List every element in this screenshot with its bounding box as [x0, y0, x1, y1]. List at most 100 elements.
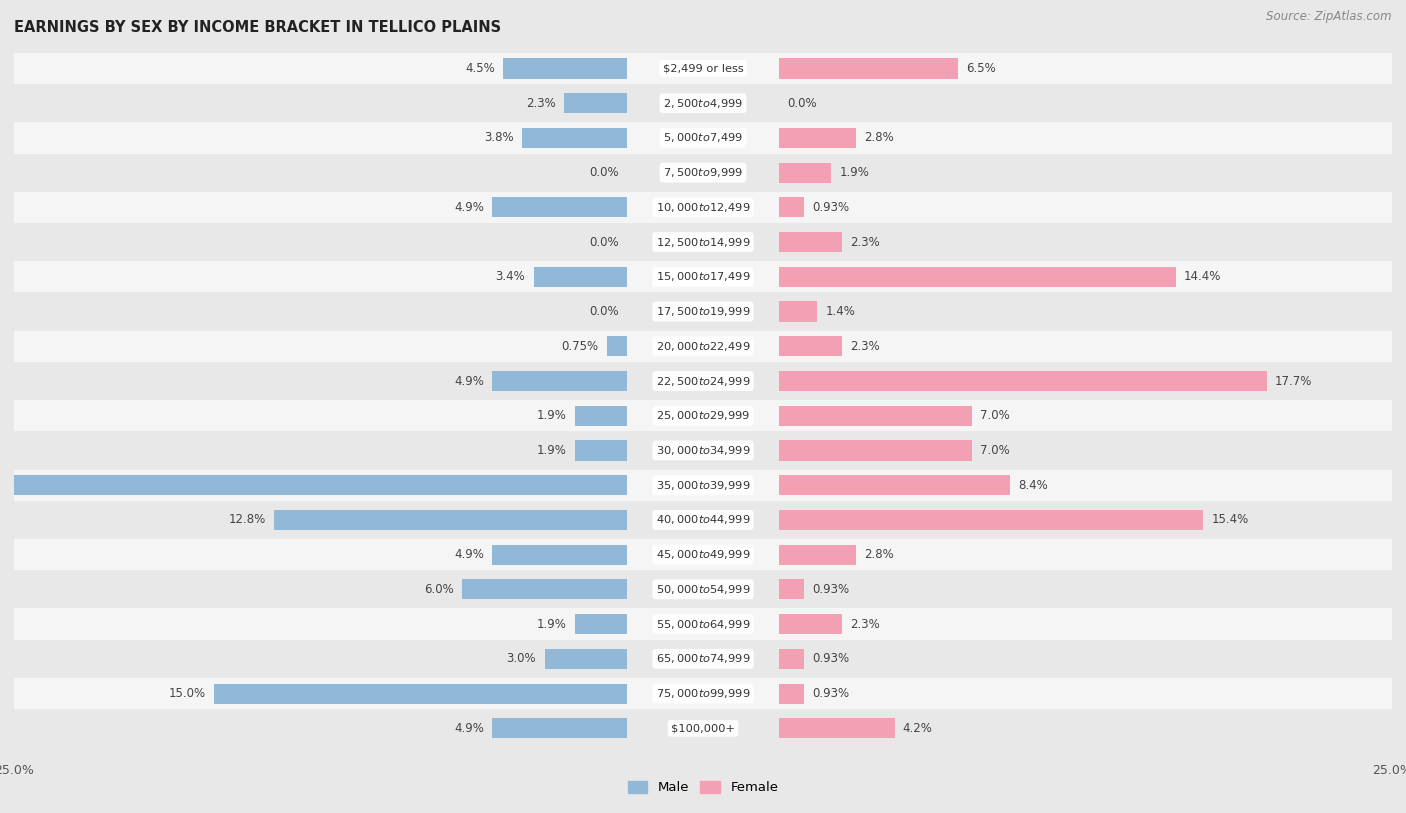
Bar [779, 267, 1175, 287]
Bar [14, 331, 1392, 362]
Text: $2,500 to $4,999: $2,500 to $4,999 [664, 97, 742, 110]
Text: 14.4%: 14.4% [1184, 270, 1222, 283]
Bar [779, 614, 842, 634]
Bar [14, 574, 1392, 605]
Text: 2.3%: 2.3% [851, 236, 880, 249]
Text: $55,000 to $64,999: $55,000 to $64,999 [655, 618, 751, 631]
Bar [14, 122, 1392, 154]
Legend: Male, Female: Male, Female [623, 776, 783, 799]
Bar [492, 545, 627, 565]
Bar [779, 684, 804, 703]
Text: 6.0%: 6.0% [423, 583, 454, 596]
Text: $20,000 to $22,499: $20,000 to $22,499 [655, 340, 751, 353]
Bar [14, 678, 1392, 709]
Text: 0.93%: 0.93% [813, 583, 849, 596]
Text: 4.9%: 4.9% [454, 722, 484, 735]
Text: 3.8%: 3.8% [485, 132, 515, 145]
Bar [779, 59, 957, 79]
Text: 1.9%: 1.9% [537, 409, 567, 422]
Bar [14, 435, 1392, 466]
Text: 0.0%: 0.0% [589, 236, 619, 249]
Bar [575, 441, 627, 460]
Bar [14, 470, 1392, 501]
Text: $75,000 to $99,999: $75,000 to $99,999 [655, 687, 751, 700]
Bar [492, 198, 627, 217]
Bar [14, 400, 1392, 432]
Bar [14, 713, 1392, 744]
Text: 7.0%: 7.0% [980, 409, 1010, 422]
Bar [779, 198, 804, 217]
Bar [779, 128, 856, 148]
Bar [14, 643, 1392, 675]
Text: 1.9%: 1.9% [839, 166, 869, 179]
Bar [779, 232, 842, 252]
Bar [14, 296, 1392, 327]
Text: Source: ZipAtlas.com: Source: ZipAtlas.com [1267, 10, 1392, 23]
Bar [779, 441, 972, 460]
Text: $35,000 to $39,999: $35,000 to $39,999 [655, 479, 751, 492]
Text: 2.8%: 2.8% [865, 132, 894, 145]
Bar [779, 163, 831, 183]
Text: $100,000+: $100,000+ [671, 724, 735, 733]
Bar [14, 261, 1392, 293]
Text: 2.3%: 2.3% [851, 340, 880, 353]
Bar [214, 684, 627, 703]
Bar [0, 475, 627, 495]
Text: $30,000 to $34,999: $30,000 to $34,999 [655, 444, 751, 457]
Text: 6.5%: 6.5% [966, 62, 995, 75]
Bar [779, 580, 804, 599]
Bar [779, 649, 804, 669]
Text: $10,000 to $12,499: $10,000 to $12,499 [655, 201, 751, 214]
Bar [14, 192, 1392, 223]
Text: 0.93%: 0.93% [813, 687, 849, 700]
Bar [779, 406, 972, 426]
Bar [14, 88, 1392, 119]
Text: 8.4%: 8.4% [1018, 479, 1049, 492]
Text: 3.4%: 3.4% [495, 270, 526, 283]
Text: 2.3%: 2.3% [851, 618, 880, 631]
Bar [779, 337, 842, 356]
Text: 4.9%: 4.9% [454, 548, 484, 561]
Bar [14, 53, 1392, 84]
Text: EARNINGS BY SEX BY INCOME BRACKET IN TELLICO PLAINS: EARNINGS BY SEX BY INCOME BRACKET IN TEL… [14, 20, 501, 35]
Text: 15.4%: 15.4% [1212, 514, 1249, 527]
Text: 3.0%: 3.0% [506, 652, 536, 665]
Bar [274, 510, 627, 530]
Text: 0.75%: 0.75% [561, 340, 599, 353]
Text: 7.0%: 7.0% [980, 444, 1010, 457]
Text: 12.8%: 12.8% [229, 514, 266, 527]
Bar [779, 302, 817, 322]
Text: $50,000 to $54,999: $50,000 to $54,999 [655, 583, 751, 596]
Text: $17,500 to $19,999: $17,500 to $19,999 [655, 305, 751, 318]
Bar [575, 406, 627, 426]
Text: 15.0%: 15.0% [169, 687, 205, 700]
Text: $45,000 to $49,999: $45,000 to $49,999 [655, 548, 751, 561]
Text: $5,000 to $7,499: $5,000 to $7,499 [664, 132, 742, 145]
Bar [14, 608, 1392, 640]
Bar [779, 545, 856, 565]
Bar [779, 371, 1267, 391]
Bar [14, 157, 1392, 189]
Bar [14, 504, 1392, 536]
Text: 4.9%: 4.9% [454, 201, 484, 214]
Bar [544, 649, 627, 669]
Text: 4.9%: 4.9% [454, 375, 484, 388]
Bar [461, 580, 627, 599]
Text: 1.4%: 1.4% [825, 305, 855, 318]
Text: 0.93%: 0.93% [813, 652, 849, 665]
Text: $25,000 to $29,999: $25,000 to $29,999 [655, 409, 751, 422]
Bar [492, 718, 627, 738]
Bar [564, 93, 627, 113]
Bar [779, 475, 1011, 495]
Bar [14, 227, 1392, 258]
Bar [503, 59, 627, 79]
Text: 4.5%: 4.5% [465, 62, 495, 75]
Text: 0.0%: 0.0% [589, 305, 619, 318]
Text: $40,000 to $44,999: $40,000 to $44,999 [655, 514, 751, 527]
Text: 17.7%: 17.7% [1275, 375, 1312, 388]
Text: $2,499 or less: $2,499 or less [662, 63, 744, 73]
Text: $65,000 to $74,999: $65,000 to $74,999 [655, 652, 751, 665]
Bar [779, 510, 1204, 530]
Text: 0.0%: 0.0% [589, 166, 619, 179]
Bar [575, 614, 627, 634]
